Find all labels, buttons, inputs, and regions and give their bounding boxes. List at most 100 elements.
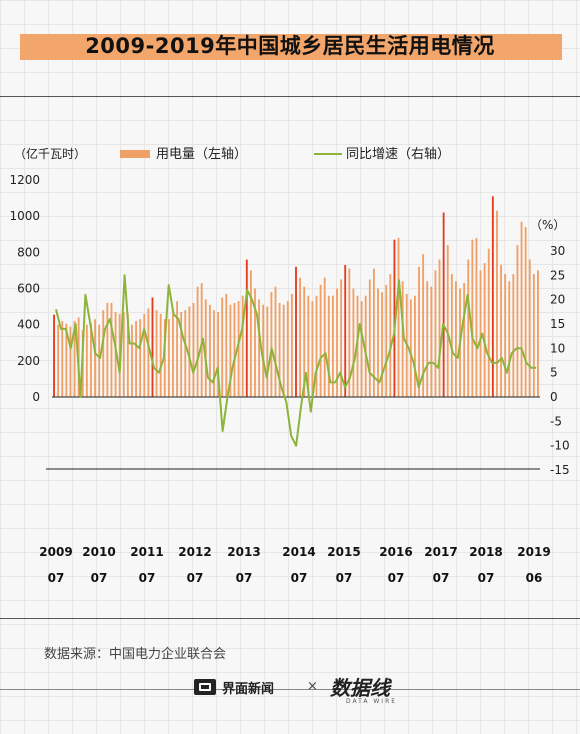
bar [491,196,494,397]
x-year-label: 2015 [327,545,360,559]
bar [208,304,211,397]
bar [114,312,117,397]
x-month-label: 07 [236,571,253,585]
bar [258,299,261,397]
bar [442,212,445,397]
bar [487,248,490,397]
bar [102,310,105,397]
news-brand: 界面新闻 [222,682,275,697]
y2-axis-unit: （%） [530,218,565,232]
bar [85,324,88,397]
bar [516,245,519,397]
bar [303,286,306,397]
x-year-label: 2018 [469,545,502,559]
y-tick-label: 800 [17,245,40,259]
x-year-label: 2013 [227,545,260,559]
bar [192,302,195,397]
bar [151,297,154,397]
x-month-label: 07 [91,571,108,585]
bar [348,268,351,397]
x-month-label: 07 [139,571,156,585]
y-tick-label: 600 [17,282,40,296]
bar [57,324,60,397]
y-axis-unit: （亿千瓦时） [14,146,86,161]
bar [537,270,539,397]
bar [233,302,236,397]
y2-tick-label: 20 [550,293,565,307]
bar [401,281,404,397]
y-tick-label: 0 [32,390,40,404]
bar [344,264,347,397]
x-year-label: 2010 [82,545,115,559]
bar [73,321,76,397]
bar [122,312,125,397]
bar [172,313,174,397]
bar [508,281,511,397]
bar [450,274,453,397]
bar [418,266,420,397]
bar [364,295,367,397]
x-year-label: 2012 [178,545,211,559]
bar [446,245,449,397]
footer-rule [0,689,580,690]
bar [237,301,240,397]
bar [311,301,314,397]
bar [368,279,371,397]
bar [524,227,527,397]
x-year-label: 2016 [379,545,412,559]
bar [360,301,363,397]
bar [307,295,310,397]
times-sign: × [307,679,318,694]
bar [319,284,322,397]
x-month-label: 07 [336,571,353,585]
bar [217,312,220,397]
bar [504,274,507,397]
legend-bar-label: 用电量（左轴） [156,147,247,162]
bar [467,259,470,397]
y2-tick-label: 5 [550,366,558,380]
bar [110,302,113,397]
bar [53,314,55,397]
bar [295,266,297,397]
bar [262,304,265,397]
bar [409,299,412,397]
bar [340,279,343,397]
x-year-label: 2009 [39,545,72,559]
y-tick-label: 200 [17,354,40,368]
bar [249,270,252,397]
bar [385,284,388,397]
chart-title: 2009-2019年中国城乡居民生活用电情况 [85,34,495,58]
bar [426,281,429,397]
x-year-label: 2014 [282,545,315,559]
legend-line-label: 同比增速（右轴） [346,147,450,162]
y-tick-label: 1000 [9,209,40,223]
bar [377,288,379,397]
x-month-label: 07 [388,571,405,585]
bar [455,281,457,397]
bar [167,319,170,397]
bar [69,326,72,397]
x-month-label: 07 [433,571,450,585]
bar [414,295,416,397]
x-year-label: 2017 [424,545,457,559]
bar [221,297,224,397]
bottom-rule [0,618,580,619]
bar [229,304,232,397]
bar [471,239,474,397]
bar [266,306,269,397]
x-year-label: 2011 [130,545,163,559]
bar [315,295,318,397]
top-rule [0,96,580,97]
bar [475,237,478,397]
legend-bar-swatch [120,150,150,158]
bar [372,268,375,397]
y2-tick-label: 15 [550,317,565,331]
y-tick-label: 400 [17,318,40,332]
data-wire-sub: DATA WIRE [346,698,398,705]
x-month-label: 07 [48,571,65,585]
bar [278,302,281,397]
news-logo-icon [194,679,216,695]
chart-svg: （亿千瓦时）（%）用电量（左轴） 同比增速（右轴）1200100080060040… [9,146,569,585]
bar [180,312,183,397]
bar [323,277,326,397]
